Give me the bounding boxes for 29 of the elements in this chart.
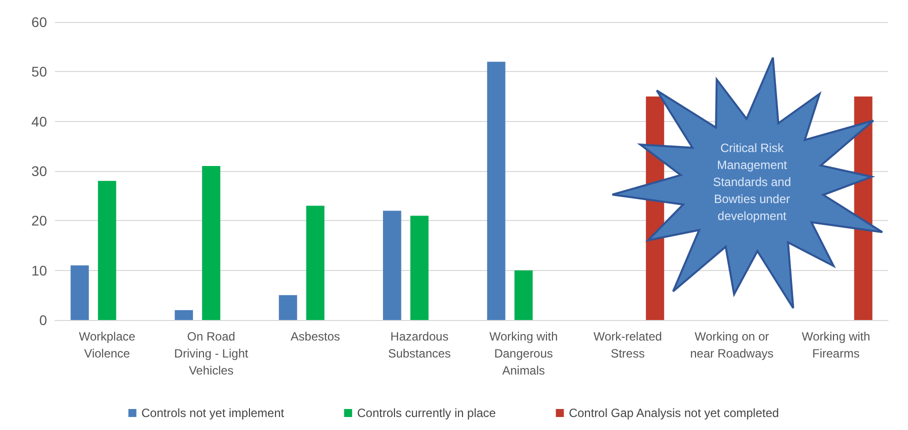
bar (514, 270, 533, 320)
y-tick-label: 10 (31, 262, 48, 278)
x-tick-label: Working with Firearms (802, 330, 870, 360)
bar (278, 295, 298, 320)
bar (70, 265, 89, 320)
y-tick-label: 0 (39, 312, 48, 328)
legend-label: Controls currently in place (357, 406, 496, 420)
x-tick-label: Work-related Stress (593, 330, 662, 360)
x-tick-label: Hazardous Substances (388, 330, 451, 360)
legend-label: Controls not yet implement (141, 406, 285, 420)
y-tick-label: 30 (31, 163, 48, 179)
bar (174, 310, 193, 320)
legend-label: Control Gap Analysis not yet completed (568, 406, 779, 420)
x-tick-label: On Road Driving - Light Vehicles (174, 330, 249, 378)
annotation: Critical Risk Management Standards and Bowties under development (712, 140, 792, 225)
bar (306, 206, 324, 320)
bar (410, 216, 429, 320)
x-tick-label: Working on or near Roadways (690, 330, 774, 360)
y-tick-label: 20 (31, 212, 48, 229)
x-tick-label: Asbestos (290, 330, 340, 344)
y-tick-label: 50 (31, 64, 48, 80)
x-tick-label: Workplace Violence (78, 330, 136, 360)
x-tick-label: Working with Dangerous Animals (489, 330, 558, 378)
bar (487, 62, 506, 320)
bar (382, 210, 402, 320)
y-tick-label: 60 (31, 14, 48, 30)
bar (98, 180, 116, 320)
y-tick-label: 40 (31, 113, 48, 130)
bar (202, 166, 220, 320)
